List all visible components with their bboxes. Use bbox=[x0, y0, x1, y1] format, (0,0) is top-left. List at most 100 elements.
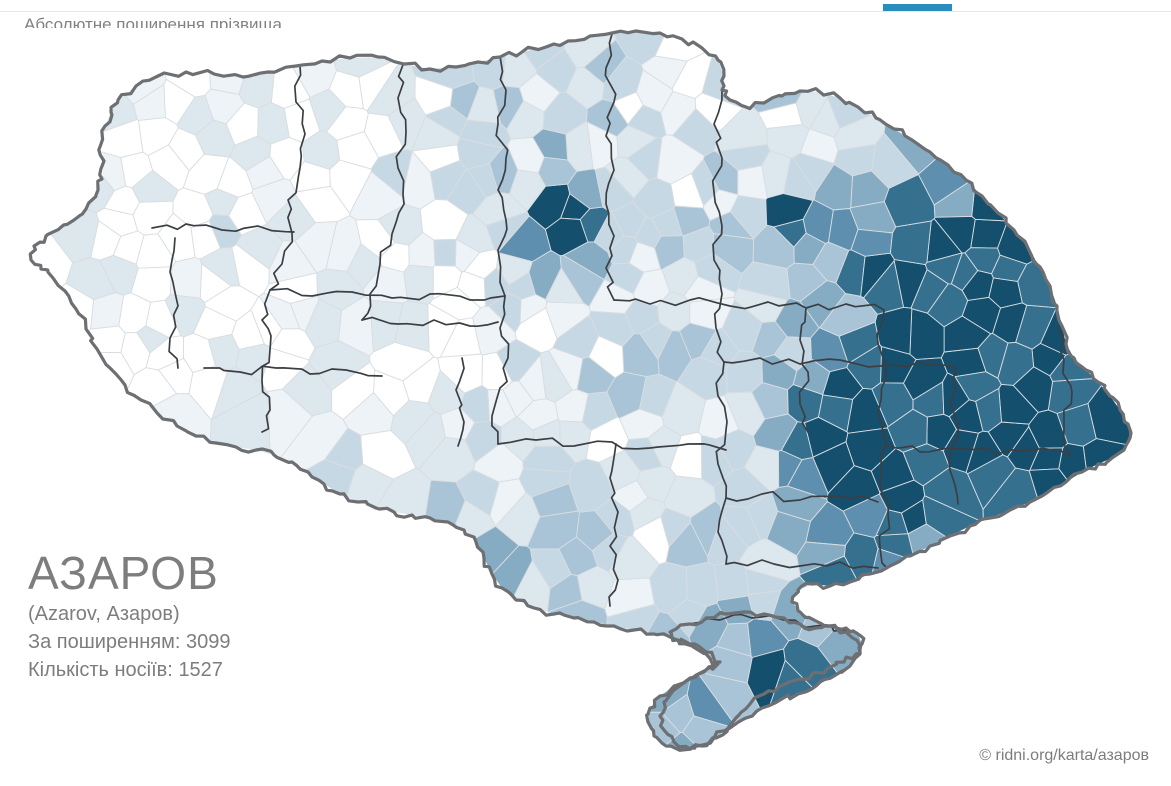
raion-cell[interactable] bbox=[975, 388, 1002, 433]
raion-cell[interactable] bbox=[449, 80, 480, 120]
raion-cell[interactable] bbox=[563, 28, 617, 69]
national-border bbox=[658, 610, 866, 750]
raion-cell[interactable] bbox=[506, 136, 545, 174]
raion-cell[interactable] bbox=[404, 411, 446, 470]
raion-cell[interactable] bbox=[542, 91, 588, 135]
oblast-border bbox=[495, 55, 509, 297]
surname-bearers-value: 1527 bbox=[178, 659, 223, 681]
raion-cell[interactable] bbox=[818, 394, 854, 433]
raion-cell[interactable] bbox=[792, 152, 835, 193]
surname-bearers-label: Кількість носіїв: bbox=[28, 659, 173, 681]
raion-cell[interactable] bbox=[988, 277, 1023, 309]
raion-cell[interactable] bbox=[707, 514, 749, 566]
raion-cell[interactable] bbox=[656, 134, 705, 185]
raion-cell[interactable] bbox=[131, 169, 179, 203]
raion-cell[interactable] bbox=[765, 193, 814, 228]
raion-cell[interactable] bbox=[411, 144, 461, 173]
raion-cell[interactable] bbox=[713, 560, 750, 602]
raion-cell[interactable] bbox=[889, 220, 932, 266]
raion-cell[interactable] bbox=[799, 280, 846, 329]
raion-cell[interactable] bbox=[713, 466, 771, 509]
raion-cell[interactable] bbox=[838, 321, 880, 364]
raion-cell[interactable] bbox=[487, 389, 517, 428]
raion-cell[interactable] bbox=[977, 332, 1009, 379]
raion-cell[interactable] bbox=[251, 178, 297, 224]
oblast-border bbox=[604, 33, 617, 301]
raion-cell[interactable] bbox=[616, 125, 657, 159]
raion-cell[interactable] bbox=[926, 283, 969, 328]
surname-rank-label: За поширенням: bbox=[28, 631, 181, 653]
oblast-border bbox=[711, 89, 725, 363]
raion-cell[interactable] bbox=[495, 492, 541, 547]
raion-cell[interactable] bbox=[796, 541, 846, 576]
raion-cell[interactable] bbox=[724, 391, 766, 437]
raion-cell[interactable] bbox=[702, 189, 739, 221]
raion-cell[interactable] bbox=[874, 306, 913, 355]
raion-cell[interactable] bbox=[336, 131, 380, 170]
oblast-border bbox=[361, 316, 499, 328]
raion-cell[interactable] bbox=[211, 366, 267, 420]
raion-cell[interactable] bbox=[516, 398, 559, 431]
raion-cell[interactable] bbox=[606, 371, 647, 419]
raion-cell[interactable] bbox=[660, 507, 692, 547]
raion-cell[interactable] bbox=[721, 299, 763, 352]
oblast-border bbox=[497, 437, 727, 451]
raion-cell[interactable] bbox=[828, 208, 859, 251]
oblast-border bbox=[876, 309, 887, 447]
surname-info-block: АЗАРОВ (Azarov, Азаров) За поширенням: 3… bbox=[28, 548, 230, 684]
raion-cell[interactable] bbox=[118, 292, 152, 334]
oblast-boundary-layer bbox=[151, 33, 1073, 632]
oblast-border bbox=[885, 445, 1071, 457]
raion-cell[interactable] bbox=[145, 299, 182, 339]
raion-cell[interactable] bbox=[522, 445, 577, 473]
oblast-border bbox=[361, 61, 407, 321]
national-border bbox=[28, 29, 1133, 752]
ukraine-choropleth-map[interactable] bbox=[0, 28, 1171, 768]
raion-cell[interactable] bbox=[324, 427, 364, 471]
active-tab-indicator[interactable] bbox=[883, 4, 952, 11]
oblast-border bbox=[203, 365, 383, 377]
raion-cell[interactable] bbox=[812, 441, 855, 494]
raion-cell[interactable] bbox=[594, 166, 635, 213]
raion-cell[interactable] bbox=[967, 454, 1016, 510]
map-svg[interactable] bbox=[0, 28, 1171, 768]
raion-cell[interactable] bbox=[577, 565, 615, 610]
raion-cell[interactable] bbox=[328, 70, 364, 110]
raion-cell[interactable] bbox=[778, 449, 803, 488]
raion-cell[interactable] bbox=[942, 372, 970, 418]
raion-cell[interactable] bbox=[639, 322, 673, 360]
raion-cell[interactable] bbox=[568, 458, 615, 513]
raion-cell[interactable] bbox=[604, 577, 655, 618]
raion-cell[interactable] bbox=[472, 305, 517, 356]
raion-cell[interactable] bbox=[472, 192, 528, 226]
raion-cell[interactable] bbox=[661, 693, 695, 734]
surname-title: АЗАРОВ bbox=[28, 547, 219, 599]
oblast-border bbox=[261, 289, 272, 433]
surname-bearers-row: Кількість носіїв: 1527 bbox=[28, 656, 230, 684]
raion-cell[interactable] bbox=[997, 341, 1035, 386]
surname-rank-row: За поширенням: 3099 bbox=[28, 628, 230, 656]
raion-cell[interactable] bbox=[394, 300, 430, 353]
raion-cell[interactable] bbox=[737, 165, 768, 201]
raion-cell[interactable] bbox=[90, 220, 122, 261]
surname-alt-names: (Azarov, Азаров) bbox=[28, 603, 180, 625]
raion-cell[interactable] bbox=[933, 215, 976, 254]
raion-cell[interactable] bbox=[257, 102, 290, 145]
raion-cell[interactable] bbox=[607, 235, 638, 265]
raion-cell[interactable] bbox=[850, 228, 893, 257]
raion-cell[interactable] bbox=[752, 413, 798, 452]
map-credit: © ridni.org/karta/азаров bbox=[979, 747, 1149, 764]
raion-cell[interactable] bbox=[702, 150, 739, 196]
raion-cell[interactable] bbox=[661, 256, 699, 296]
raion-cell[interactable] bbox=[433, 238, 457, 267]
raion-cell[interactable] bbox=[1087, 300, 1171, 464]
surname-rank-value: 3099 bbox=[185, 631, 231, 653]
raion-cell[interactable] bbox=[685, 561, 719, 607]
raion-cell[interactable] bbox=[190, 220, 221, 260]
raion-cell[interactable] bbox=[746, 648, 786, 720]
raion-cell[interactable] bbox=[528, 250, 562, 300]
raion-cell[interactable] bbox=[845, 427, 897, 472]
raion-cell[interactable] bbox=[673, 205, 711, 237]
raion-cell[interactable] bbox=[752, 224, 795, 269]
